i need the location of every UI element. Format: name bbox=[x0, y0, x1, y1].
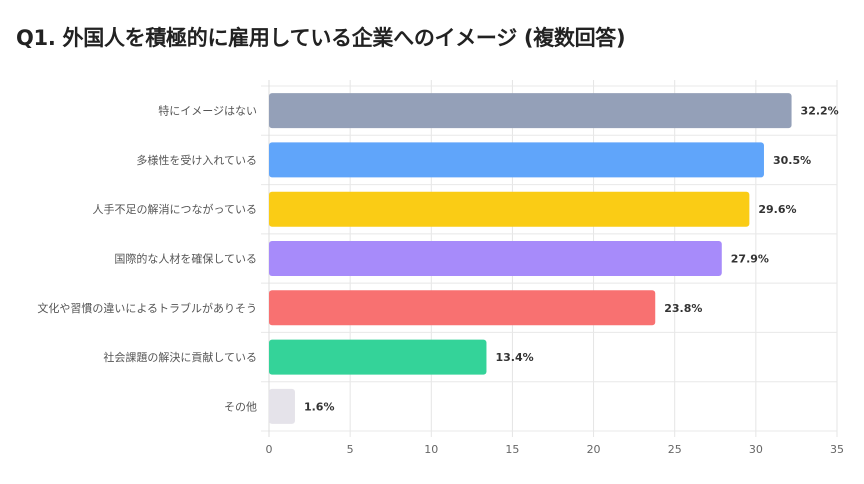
bar bbox=[269, 191, 750, 227]
category-label: その他 bbox=[224, 400, 257, 413]
bar bbox=[269, 241, 722, 276]
value-label: 1.6% bbox=[304, 400, 335, 413]
x-tick-label: 0 bbox=[266, 443, 273, 456]
category-label: 人手不足の解消につながっている bbox=[93, 202, 257, 216]
x-tick-label: 10 bbox=[424, 443, 438, 456]
value-label: 23.8% bbox=[664, 302, 702, 315]
bar bbox=[269, 388, 295, 424]
category-label: 社会課題の解決に貢献している bbox=[103, 350, 257, 364]
x-tick-label: 5 bbox=[347, 443, 354, 456]
x-tick-label: 25 bbox=[668, 443, 682, 456]
category-label: 特にイメージはない bbox=[158, 104, 257, 118]
category-label: 多様性を受け入れている bbox=[136, 153, 257, 167]
category-label: 国際的な人材を確保している bbox=[114, 252, 257, 266]
x-tick-label: 20 bbox=[587, 443, 601, 456]
bar bbox=[269, 142, 764, 178]
x-tick-label: 30 bbox=[749, 443, 763, 456]
x-tick-label: 15 bbox=[505, 443, 519, 456]
value-label: 29.6% bbox=[758, 203, 796, 216]
x-tick-label: 35 bbox=[830, 443, 844, 456]
value-label: 27.9% bbox=[731, 253, 769, 266]
chart-title: Q1. 外国人を積極的に雇用している企業へのイメージ (複数回答) bbox=[16, 26, 626, 50]
category-label: 文化や習慣の違いによるトラブルがありそう bbox=[37, 301, 257, 315]
bar bbox=[269, 290, 656, 326]
value-label: 32.2% bbox=[801, 105, 839, 118]
value-label: 13.4% bbox=[495, 351, 533, 364]
bar bbox=[269, 93, 792, 129]
bar bbox=[269, 339, 487, 375]
value-label: 30.5% bbox=[773, 154, 811, 167]
